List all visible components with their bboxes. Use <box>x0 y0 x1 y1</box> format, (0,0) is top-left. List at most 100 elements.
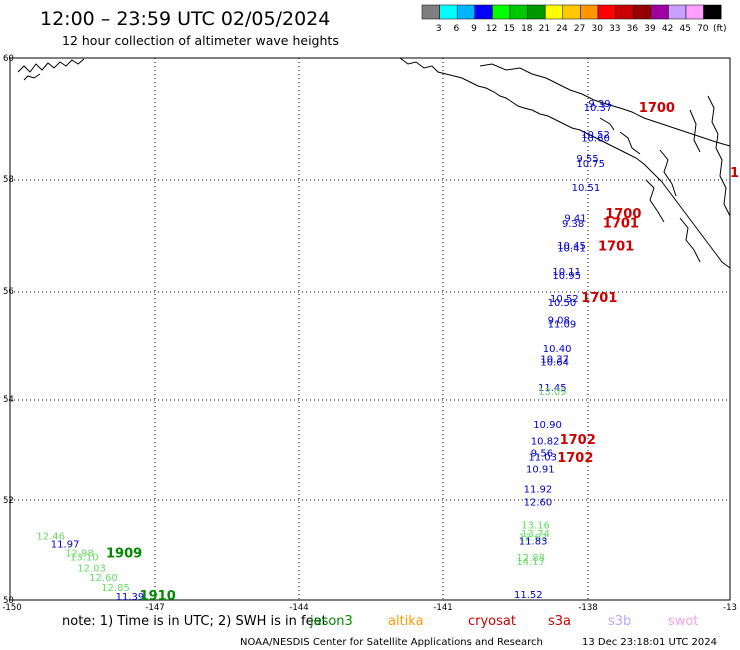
legend-swatch <box>474 4 493 20</box>
wave-height-value: 13.16 <box>521 520 550 531</box>
graticule <box>10 58 730 600</box>
wave-height-value: 10.52 <box>550 294 579 305</box>
legend-bin-label: 9 <box>471 24 477 34</box>
wave-height-value: 14.17 <box>516 557 545 568</box>
legend-swatch <box>509 4 528 20</box>
longitude-labels: -150 -147 -144 -141 -138 -13 <box>2 603 737 613</box>
wave-height-value: 12.88 <box>516 553 545 564</box>
wave-height-value: 10.37 <box>584 103 613 114</box>
legend-bin-label: 18 <box>521 24 533 34</box>
wave-height-value: 11.09 <box>548 319 577 330</box>
legend-bin-label: 42 <box>662 24 673 34</box>
wave-height-value: 9.56 <box>531 448 553 459</box>
wave-height-value: 11.83 <box>519 537 548 548</box>
wave-height-value: 9.55 <box>576 154 598 165</box>
legend-swatch <box>668 4 687 20</box>
legend-unit: (ft) <box>713 24 727 34</box>
legend-swatch <box>685 4 704 20</box>
lon-label: -141 <box>433 603 452 613</box>
legend-swatch <box>632 4 652 20</box>
lon-label: -13 <box>723 603 737 613</box>
legend-bin-label: 70 <box>697 24 709 34</box>
legend-bin-label: 39 <box>644 24 656 34</box>
pass-time-label: 1700 <box>605 207 641 222</box>
legend-bin-label: 3 <box>436 24 442 34</box>
lat-label: 54 <box>3 395 14 405</box>
satellite-name: swot <box>668 614 698 629</box>
wave-height-value: 13.09 <box>538 387 567 398</box>
legend-bin-label: 24 <box>556 24 568 34</box>
satellite-legend: jason3 altika cryosat s3a s3b swot <box>309 614 698 629</box>
wave-height-value: 10.11 <box>552 267 581 278</box>
wave-height-value: 9.39 <box>588 99 610 110</box>
wave-height-value: 12.60 <box>89 573 118 584</box>
legend-bin-label: 36 <box>627 24 639 34</box>
legend-swatch <box>527 4 546 20</box>
lon-label: -150 <box>2 603 21 613</box>
wave-height-value: 10.40 <box>543 344 572 355</box>
map-subtitle: 12 hour collection of altimeter wave hei… <box>62 33 339 48</box>
legend-swatch <box>615 4 634 20</box>
legend-swatch <box>544 4 564 20</box>
wave-height-value: 10.50 <box>548 298 577 309</box>
footer-timestamp: 13 Dec 23:18:01 UTC 2024 <box>582 637 717 648</box>
pass-time-label: 1700 <box>639 101 675 116</box>
wave-height-value: 10.91 <box>526 465 555 476</box>
latitude-labels: 60 58 56 54 52 50 <box>3 54 14 606</box>
lon-label: -138 <box>578 603 597 613</box>
lat-label: 50 <box>3 596 14 606</box>
wave-height-value: 10.45 <box>557 241 586 252</box>
legend-swatch <box>703 4 722 20</box>
coastline <box>17 57 731 269</box>
legend-swatch <box>562 4 581 20</box>
wave-height-value: 9.41 <box>564 214 586 225</box>
lat-label: 52 <box>3 496 14 506</box>
legend-swatch <box>492 4 511 20</box>
wave-height-value: 11.92 <box>524 485 553 496</box>
lon-label: -144 <box>289 603 308 613</box>
wave-height-legend: 3 6 9 12 15 18 21 24 27 30 33 36 39 42 45 70 <box>421 4 722 34</box>
wave-height-value: 11.97 <box>51 539 80 550</box>
wave-height-value: 10.51 <box>572 183 601 194</box>
legend-swatch <box>597 4 616 20</box>
lat-label: 58 <box>3 175 14 185</box>
pass-time-label: 1909 <box>106 547 142 562</box>
legend-swatch <box>439 4 458 20</box>
wave-height-value: 11.39 <box>116 592 145 603</box>
wave-height-value: 13.10 <box>70 552 99 563</box>
lat-label: 56 <box>3 287 14 297</box>
pass-time-label: 1702 <box>560 433 596 448</box>
lon-label: -147 <box>145 603 164 613</box>
wave-height-value: 11.03 <box>528 453 557 464</box>
legend-bin-label: 15 <box>503 24 514 34</box>
wave-height-value: 10.64 <box>540 357 569 368</box>
pass-time-label: 1701 <box>598 239 634 254</box>
legend-bin-label: 12 <box>486 24 497 34</box>
satellite-name: s3b <box>608 614 631 629</box>
satellite-name: jason3 <box>309 614 353 629</box>
legend-swatch <box>580 4 599 20</box>
legend-bin-label: 30 <box>591 24 603 34</box>
wave-height-value: 13.74 <box>521 529 550 540</box>
legend-swatch <box>456 4 476 20</box>
wave-height-value: 12.03 <box>77 563 106 574</box>
wave-height-value: 10.95 <box>552 271 581 282</box>
wave-height-value: 11.45 <box>538 383 567 394</box>
wave-height-value: 10.90 <box>533 420 562 431</box>
wave-height-value: 12.85 <box>101 583 130 594</box>
satellite-name: altika <box>388 614 424 629</box>
footer-credit: NOAA/NESDIS Center for Satellite Applica… <box>240 637 543 648</box>
wave-height-value: 10.60 <box>581 133 610 144</box>
legend-swatch <box>650 4 669 20</box>
legend-bin-label: 33 <box>609 24 620 34</box>
wave-height-value: 10.41 <box>557 243 586 254</box>
wave-height-observations: 9.3910.3710.5210.609.5510.7510.519.419.3… <box>36 99 612 603</box>
satellite-name: s3a <box>548 614 571 629</box>
legend-bin-label: 21 <box>539 24 550 34</box>
wave-height-value: 12.46 <box>36 531 65 542</box>
pass-time-label: 1 <box>730 166 739 181</box>
wave-height-value: 10.82 <box>531 436 560 447</box>
pass-time-label: 1701 <box>581 291 617 306</box>
